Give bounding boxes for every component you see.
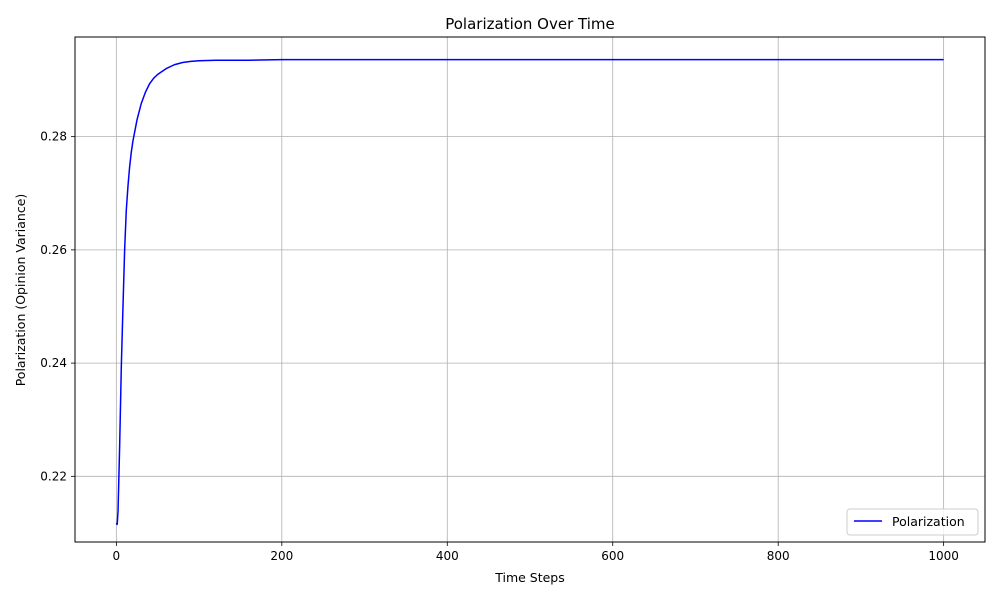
x-axis-ticks: 0 200 400 600 800 1000 bbox=[113, 542, 959, 563]
legend: Polarization bbox=[846, 508, 979, 536]
y-tick-label: 0.28 bbox=[40, 130, 67, 144]
x-tick-label: 0 bbox=[113, 549, 121, 563]
series-line-polarization bbox=[115, 58, 944, 526]
x-tick-label: 400 bbox=[436, 549, 459, 563]
y-tick-label: 0.22 bbox=[40, 469, 67, 483]
y-tick-label: 0.24 bbox=[40, 356, 67, 370]
x-tick-label: 200 bbox=[270, 549, 293, 563]
chart-title: Polarization Over Time bbox=[445, 15, 615, 33]
legend-label-polarization: Polarization bbox=[892, 514, 965, 529]
series-layer bbox=[115, 58, 944, 526]
legend-box bbox=[846, 508, 979, 536]
x-axis-label: Time Steps bbox=[494, 570, 565, 585]
x-tick-label: 600 bbox=[601, 549, 624, 563]
grid-lines bbox=[75, 37, 985, 542]
y-axis-ticks: 0.22 0.24 0.26 0.28 bbox=[40, 130, 75, 483]
y-axis-label: Polarization (Opinion Variance) bbox=[13, 194, 28, 387]
x-tick-label: 800 bbox=[767, 549, 790, 563]
x-tick-label: 1000 bbox=[928, 549, 959, 563]
y-tick-label: 0.26 bbox=[40, 243, 67, 257]
plot-frame bbox=[74, 36, 986, 543]
